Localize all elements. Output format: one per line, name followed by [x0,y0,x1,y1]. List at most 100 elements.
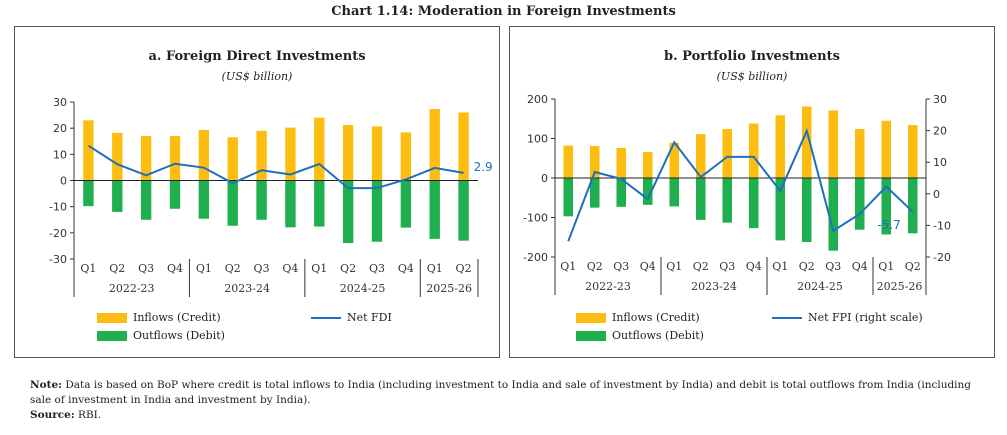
x-tick-label: Q2 [456,262,472,275]
inflow-bar [642,151,653,178]
x-tick-label: Q1 [772,260,788,273]
x-tick-label: Q2 [340,262,356,275]
legend-outflows: Outflows (Debit) [97,329,225,342]
inflow-bar [256,130,267,181]
inflow-bar [828,110,839,178]
inflow-bar [907,125,918,178]
inflows-swatch [576,312,606,323]
outflow-bar [589,178,600,208]
y-tick-label: 100 [527,133,548,146]
outflow-bar [801,178,812,242]
inflow-bar [854,129,865,178]
x-tick-label: Q1 [666,260,682,273]
y-tick-label: 30 [53,96,67,109]
inflow-bar [285,127,296,181]
inflow-bar [775,115,786,178]
fpi-panel: b. Portfolio Investments (US$ billion) I… [509,26,995,358]
note-text: Data is based on BoP where credit is tot… [30,379,972,406]
x-group-label: 2022-23 [585,280,631,293]
legend-label: Inflows (Credit) [612,311,700,324]
x-group-label: 2025-26 [877,280,923,293]
y2-tick-label: 0 [933,188,940,201]
y-tick-label: 0 [541,172,548,185]
x-tick-label: Q1 [560,260,576,273]
inflow-bar [112,132,123,181]
net-annotation: -5.7 [877,218,900,232]
source-text: RBI. [78,409,102,421]
x-tick-label: Q2 [225,262,241,275]
x-tick-label: Q4 [167,262,183,275]
inflow-bar [458,112,469,181]
inflow-bar [342,125,354,181]
y-tick-label: -100 [523,212,548,225]
outflow-bar [642,178,653,205]
outflow-bar [669,178,680,207]
y-tick-label: -200 [523,251,548,264]
x-tick-label: Q3 [138,262,154,275]
y-tick-label: -10 [49,201,67,214]
legend-label: Net FDI [347,311,392,324]
legend-label: Outflows (Debit) [133,329,225,342]
inflow-bar [695,134,706,178]
net-annotation: 2.9 [474,160,493,174]
y-tick-label: -30 [49,253,67,266]
y2-tick-label: -10 [933,219,951,232]
fdi-unit: (US$ billion) [221,70,293,83]
outflows-swatch [576,330,606,341]
y2-tick-label: 30 [933,93,947,106]
outflow-bar [563,178,574,217]
inflow-bar [669,142,680,178]
x-group-label: 2023-24 [224,282,270,295]
outflow-bar [198,180,210,219]
legend-inflows: Inflows (Credit) [97,311,221,324]
outflow-bar [371,180,383,242]
note-label: Note: [30,379,63,391]
net-line-swatch [311,316,341,319]
x-tick-label: Q3 [369,262,385,275]
inflow-bar [563,145,574,178]
outflow-bar [695,178,706,220]
x-tick-label: Q2 [109,262,125,275]
outflow-bar [748,178,759,229]
legend-label: Outflows (Debit) [612,329,704,342]
outflow-bar [907,178,918,234]
fdi-panel: a. Foreign Direct Investments (US$ billi… [14,26,500,358]
note: Note: Data is based on BoP where credit … [30,378,990,423]
inflows-swatch [97,312,127,323]
x-tick-label: Q1 [878,260,894,273]
chart-title: Chart 1.14: Moderation in Foreign Invest… [331,4,676,19]
x-tick-label: Q4 [282,262,298,275]
outflow-bar [169,180,181,209]
legend-net-fdi: Net FDI [311,311,392,324]
outflow-bar [227,180,238,226]
x-tick-label: Q2 [799,260,815,273]
y-tick-label: 200 [527,93,548,106]
outflow-bar [140,180,152,220]
x-tick-label: Q2 [693,260,709,273]
inflow-bar [198,129,210,181]
fpi-title: b. Portfolio Investments [664,49,840,64]
x-tick-label: Q3 [719,260,735,273]
inflow-bar [801,106,812,178]
fdi-title: a. Foreign Direct Investments [148,49,366,64]
inflow-bar [881,120,892,178]
outflow-bar [722,178,733,223]
inflow-bar [83,120,94,181]
legend-label: Net FPI (right scale) [808,311,923,324]
y2-tick-label: 20 [933,125,947,138]
outflow-bar [400,180,412,228]
fpi-unit: (US$ billion) [716,70,788,83]
x-tick-label: Q3 [613,260,629,273]
inflow-bar [140,136,152,181]
outflow-bar [881,178,892,235]
inflow-bar [227,137,238,181]
outflow-bar [458,180,469,241]
inflow-bar [722,129,733,178]
x-group-label: 2022-23 [109,282,155,295]
inflow-bar [371,126,383,181]
x-tick-label: Q3 [254,262,270,275]
inflow-bar [429,109,440,181]
outflow-bar [285,180,296,228]
